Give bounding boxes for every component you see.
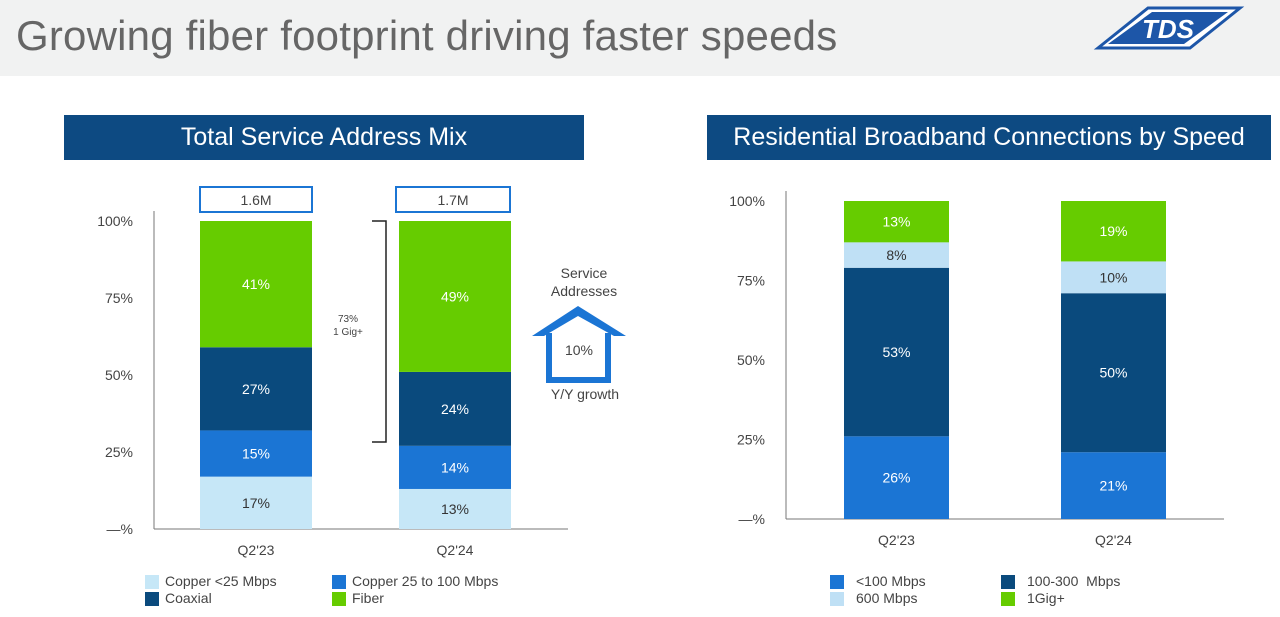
- data-label: 24%: [441, 401, 469, 417]
- y-tick-label: 75%: [105, 290, 133, 306]
- data-label: 21%: [1099, 478, 1127, 494]
- bar-segment: [399, 445, 511, 489]
- bracket-percent: 73%: [338, 314, 358, 325]
- bar-segment: [1061, 452, 1166, 519]
- legend-label: Copper <25 Mbps: [165, 573, 277, 589]
- data-label: 26%: [882, 470, 910, 486]
- data-label: 50%: [1099, 365, 1127, 381]
- data-label: 10%: [1099, 269, 1127, 285]
- legend-label: Fiber: [352, 590, 384, 606]
- legend-swatch: [145, 575, 159, 589]
- y-tick-label: 25%: [105, 444, 133, 460]
- growth-value: 10%: [565, 342, 593, 358]
- right-panel-title: Residential Broadband Connections by Spe…: [707, 115, 1271, 160]
- data-label: 41%: [242, 276, 270, 292]
- legend-swatch: [332, 575, 346, 589]
- total-box-q224: [395, 186, 511, 213]
- y-tick-label: 25%: [737, 432, 765, 448]
- bar-segment: [399, 371, 511, 446]
- legend-label: 100-300 Mbps: [1027, 573, 1121, 589]
- header-bar: Growing fiber footprint driving faster s…: [0, 0, 1280, 76]
- data-label: 49%: [441, 288, 469, 304]
- bar-segment: [844, 267, 949, 437]
- data-label: 15%: [242, 446, 270, 462]
- legend-swatch: [830, 592, 844, 606]
- bar-segment: [844, 201, 949, 243]
- y-tick-label: 100%: [729, 193, 765, 209]
- growth-label-line1: Service: [561, 265, 608, 281]
- legend-label: Coaxial: [165, 590, 212, 606]
- house-roof-icon: [532, 306, 626, 336]
- page-title: Growing fiber footprint driving faster s…: [16, 12, 838, 59]
- total-label-q223: 1.6M: [240, 192, 271, 208]
- bar-segment: [200, 476, 312, 529]
- legend-swatch: [145, 592, 159, 606]
- bracket-caption: 1 Gig+: [333, 327, 363, 338]
- tds-logo: TDS: [1093, 6, 1245, 50]
- legend-swatch: [830, 575, 844, 589]
- data-label: 27%: [242, 381, 270, 397]
- left-panel-title: Total Service Address Mix: [64, 115, 584, 160]
- total-label-q224: 1.7M: [437, 192, 468, 208]
- legend-label: 1Gig+: [1027, 590, 1065, 606]
- growth-caption: Y/Y growth: [551, 386, 619, 402]
- house-walls-icon: [546, 333, 611, 383]
- bar-segment: [844, 242, 949, 268]
- bar-segment: [200, 430, 312, 477]
- category-label: Q2'23: [238, 542, 275, 558]
- y-tick-label: 50%: [737, 352, 765, 368]
- legend-label: <100 Mbps: [856, 573, 926, 589]
- one-gig-bracket: [372, 220, 387, 443]
- total-box-q223: [199, 186, 313, 213]
- bar-segment: [1061, 261, 1166, 294]
- y-tick-label: 50%: [105, 367, 133, 383]
- y-tick-label: —%: [739, 511, 765, 527]
- category-label: Q2'24: [437, 542, 474, 558]
- data-label: 13%: [882, 214, 910, 230]
- category-label: Q2'24: [1095, 532, 1132, 548]
- bar-segment: [399, 488, 511, 529]
- y-tick-label: —%: [107, 521, 133, 537]
- data-label: 14%: [441, 459, 469, 475]
- legend-swatch: [1001, 575, 1015, 589]
- data-label: 17%: [242, 495, 270, 511]
- bar-segment: [200, 221, 312, 348]
- bar-segment: [1061, 293, 1166, 453]
- y-tick-label: 75%: [737, 273, 765, 289]
- legend-label: 600 Mbps: [856, 590, 918, 606]
- legend-swatch: [332, 592, 346, 606]
- legend-swatch: [1001, 592, 1015, 606]
- data-label: 19%: [1099, 223, 1127, 239]
- bar-segment: [200, 347, 312, 431]
- logo-text: TDS: [1142, 14, 1195, 44]
- data-label: 13%: [441, 501, 469, 517]
- data-label: 8%: [886, 247, 906, 263]
- bar-segment: [1061, 201, 1166, 262]
- bar-segment: [399, 221, 511, 372]
- data-label: 53%: [882, 344, 910, 360]
- category-label: Q2'23: [878, 532, 915, 548]
- growth-label-line2: Addresses: [551, 283, 617, 299]
- legend-label: Copper 25 to 100 Mbps: [352, 573, 499, 589]
- bar-segment: [844, 436, 949, 519]
- y-tick-label: 100%: [97, 213, 133, 229]
